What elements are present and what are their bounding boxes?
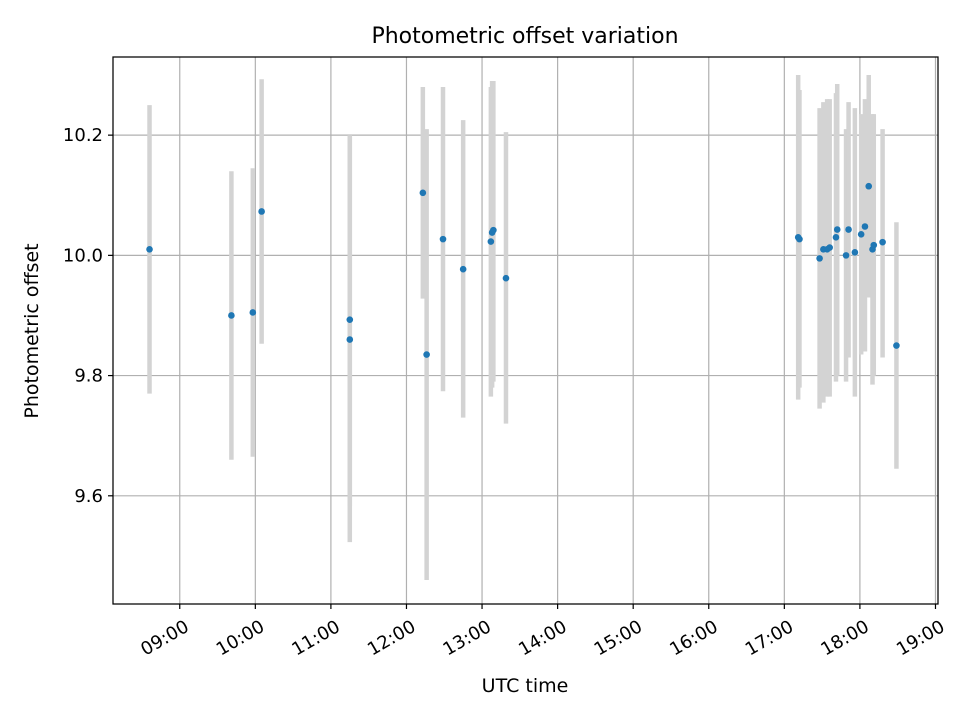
- data-point: [439, 235, 447, 243]
- y-axis-label: Photometric offset: [21, 243, 43, 418]
- data-point: [796, 235, 803, 243]
- data-point: [490, 226, 497, 234]
- data-point: [826, 244, 833, 251]
- data-point: [146, 246, 153, 253]
- data-point: [845, 226, 852, 233]
- data-point: [833, 226, 841, 233]
- y-tick-label: 10.0: [63, 245, 103, 266]
- axes-frame: [112, 56, 939, 605]
- y-tick-label: 9.8: [74, 366, 103, 387]
- y-tick-label: 10.2: [63, 125, 103, 146]
- data-point: [893, 342, 900, 349]
- data-points: [146, 182, 900, 358]
- x-axis-label: UTC time: [482, 675, 569, 697]
- data-point: [258, 208, 265, 215]
- data-point: [487, 238, 495, 245]
- data-point: [249, 309, 257, 316]
- data-point: [842, 252, 850, 259]
- y-tick-label: 9.6: [74, 486, 103, 507]
- data-point: [346, 336, 354, 343]
- data-point: [851, 249, 859, 256]
- data-point: [459, 265, 467, 273]
- data-point: [816, 255, 823, 262]
- data-point: [502, 274, 510, 282]
- data-point: [228, 312, 235, 319]
- data-point: [861, 223, 869, 230]
- data-point: [423, 351, 430, 358]
- data-point: [865, 182, 873, 190]
- y-axis-ticks: 9.6 9.8 10.0 10.2: [63, 125, 113, 507]
- chart-title: Photometric offset variation: [371, 24, 678, 49]
- data-point: [879, 238, 886, 246]
- data-point: [870, 241, 878, 249]
- data-point: [857, 231, 865, 238]
- data-point: [832, 234, 840, 241]
- data-point: [419, 189, 427, 197]
- data-point: [346, 316, 354, 323]
